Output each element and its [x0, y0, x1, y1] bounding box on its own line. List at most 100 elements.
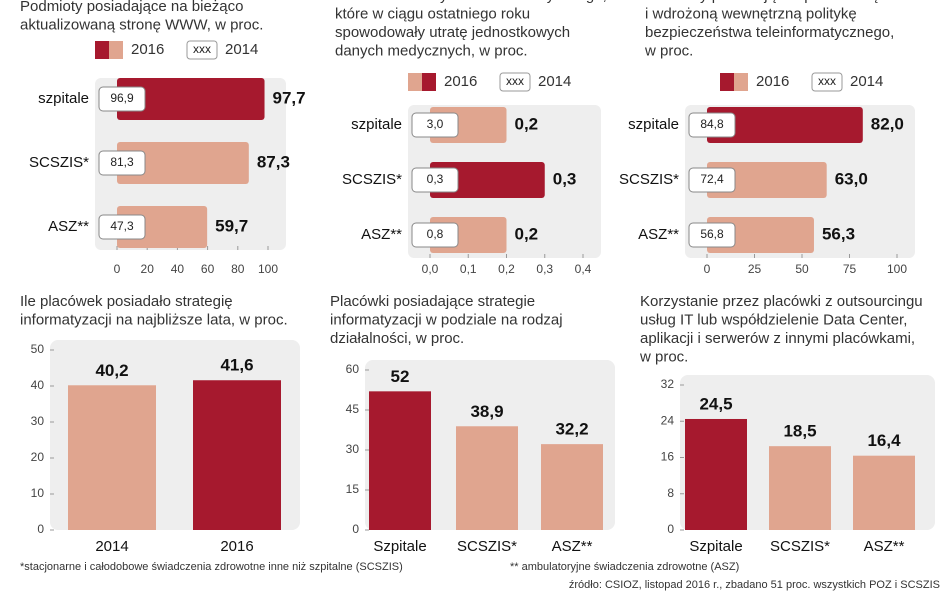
chart-title: i wdrożoną wewnętrzną politykę	[645, 5, 857, 22]
category-label: Szpitale	[689, 538, 742, 555]
y-tick-label: 8	[667, 486, 674, 500]
value-label: 59,7	[215, 216, 248, 235]
bar	[117, 78, 265, 120]
x-tick-label: 0,1	[460, 262, 477, 276]
x-tick-label: 20	[141, 262, 155, 276]
y-tick-label: 45	[346, 402, 360, 416]
value-label: 16,4	[867, 431, 901, 450]
category-label: szpitale	[628, 116, 679, 133]
value-box	[411, 222, 459, 248]
category-label: szpitale	[38, 90, 89, 107]
chart-title: w proc.	[644, 42, 693, 59]
chart-title: aplikacji i serwerów z innymi placówkami…	[640, 330, 915, 347]
chart-title: działalności, w proc.	[330, 330, 464, 347]
value-box	[688, 167, 736, 193]
y-tick-label: 10	[31, 486, 45, 500]
bar	[707, 162, 827, 198]
value-label: 40,2	[95, 361, 128, 380]
y-tick-label: 0	[352, 522, 359, 536]
chart-title: informatyzacji na najbliższe lata, w pro…	[20, 311, 288, 328]
category-label: 2014	[95, 538, 128, 555]
category-label: SCSZIS*	[770, 538, 830, 555]
x-tick-label: 50	[795, 262, 809, 276]
y-tick-label: 20	[31, 450, 45, 464]
bar	[193, 380, 281, 530]
value-box	[411, 167, 459, 193]
value-box	[688, 222, 736, 248]
footnote: ** ambulatoryjne świadczenia zdrowotne (…	[510, 561, 739, 573]
y-tick-label: 60	[346, 362, 360, 376]
chart-title: Podmioty posiadające opracowaną	[645, 0, 878, 4]
bar	[117, 142, 249, 184]
chart-title: Placówki posiadające strategie	[330, 293, 535, 310]
value-box	[411, 112, 459, 138]
value-label: 0,2	[515, 114, 539, 133]
value-box-label: 56,8	[700, 227, 724, 241]
y-tick-label: 40	[31, 378, 45, 392]
bar	[769, 446, 831, 530]
x-tick-label: 60	[201, 262, 215, 276]
bar	[853, 455, 915, 530]
value-label: 32,2	[555, 420, 588, 439]
legend-label: 2016	[131, 41, 164, 58]
chart-title: informatyzacji w podziale na rodzaj	[330, 311, 563, 328]
x-tick-label: 0	[114, 262, 121, 276]
value-box-label: 84,8	[700, 117, 724, 131]
category-label: SCSZIS*	[29, 154, 89, 171]
bar	[541, 444, 603, 530]
y-tick-label: 0	[37, 522, 44, 536]
footnote: *stacjonarne i całodobowe świadczenia zd…	[20, 561, 403, 573]
bar	[456, 426, 518, 530]
legend-swatch	[109, 41, 123, 59]
source: źródło: CSIOZ, listopad 2016 r., zbadano…	[569, 579, 940, 591]
category-label: ASZ**	[48, 218, 89, 235]
chart-title: bezpieczeństwa teleinformatycznego,	[645, 24, 894, 41]
legend-marker: xxx	[818, 74, 836, 88]
value-box	[688, 112, 736, 138]
x-tick-label: 0,3	[536, 262, 553, 276]
category-label: ASZ**	[638, 226, 679, 243]
category-label: szpitale	[351, 116, 402, 133]
y-tick-label: 30	[31, 414, 45, 428]
legend-swatch	[186, 40, 218, 60]
value-box-label: 0,8	[427, 227, 444, 241]
chart-title: danych medycznych, w proc.	[335, 42, 528, 59]
x-tick-label: 0,4	[575, 262, 592, 276]
value-box-label: 96,9	[110, 91, 134, 105]
category-label: SCSZIS*	[619, 171, 679, 188]
category-label: ASZ**	[552, 538, 593, 555]
x-tick-label: 100	[887, 262, 907, 276]
x-tick-label: 75	[843, 262, 857, 276]
chart-title: usług IT lub współdzielenie Data Center,	[640, 311, 907, 328]
value-label: 38,9	[470, 402, 503, 421]
category-label: ASZ**	[361, 226, 402, 243]
value-label: 24,5	[699, 394, 732, 413]
chart-title: Ile placówek posiadało strategię	[20, 293, 233, 310]
legend-swatch	[811, 72, 843, 92]
category-label: SCSZIS*	[342, 171, 402, 188]
legend-marker: xxx	[506, 74, 524, 88]
value-box	[98, 86, 146, 112]
bar	[430, 162, 545, 198]
x-tick-label: 0	[704, 262, 711, 276]
legend-swatch	[734, 73, 748, 91]
chart-title: aktualizowaną stronę WWW, w proc.	[20, 16, 263, 33]
value-label: 41,6	[220, 356, 253, 375]
value-label: 97,7	[273, 88, 306, 107]
y-tick-label: 16	[661, 450, 675, 464]
category-label: Szpitale	[373, 538, 426, 555]
chart-title: które w ciągu ostatniego roku	[335, 5, 530, 22]
bar	[369, 391, 431, 530]
x-tick-label: 80	[231, 262, 245, 276]
x-tick-label: 25	[748, 262, 762, 276]
x-tick-label: 0,0	[422, 262, 439, 276]
category-label: 2016	[220, 538, 253, 555]
legend-label: 2016	[756, 73, 789, 90]
value-label: 63,0	[835, 169, 868, 188]
value-box	[98, 214, 146, 240]
value-label: 87,3	[257, 152, 290, 171]
legend-label: 2014	[850, 73, 883, 90]
y-tick-label: 30	[346, 442, 360, 456]
legend-label: 2016	[444, 73, 477, 90]
chart-title: Istotne awarie systemu informatycznego,	[335, 0, 607, 4]
